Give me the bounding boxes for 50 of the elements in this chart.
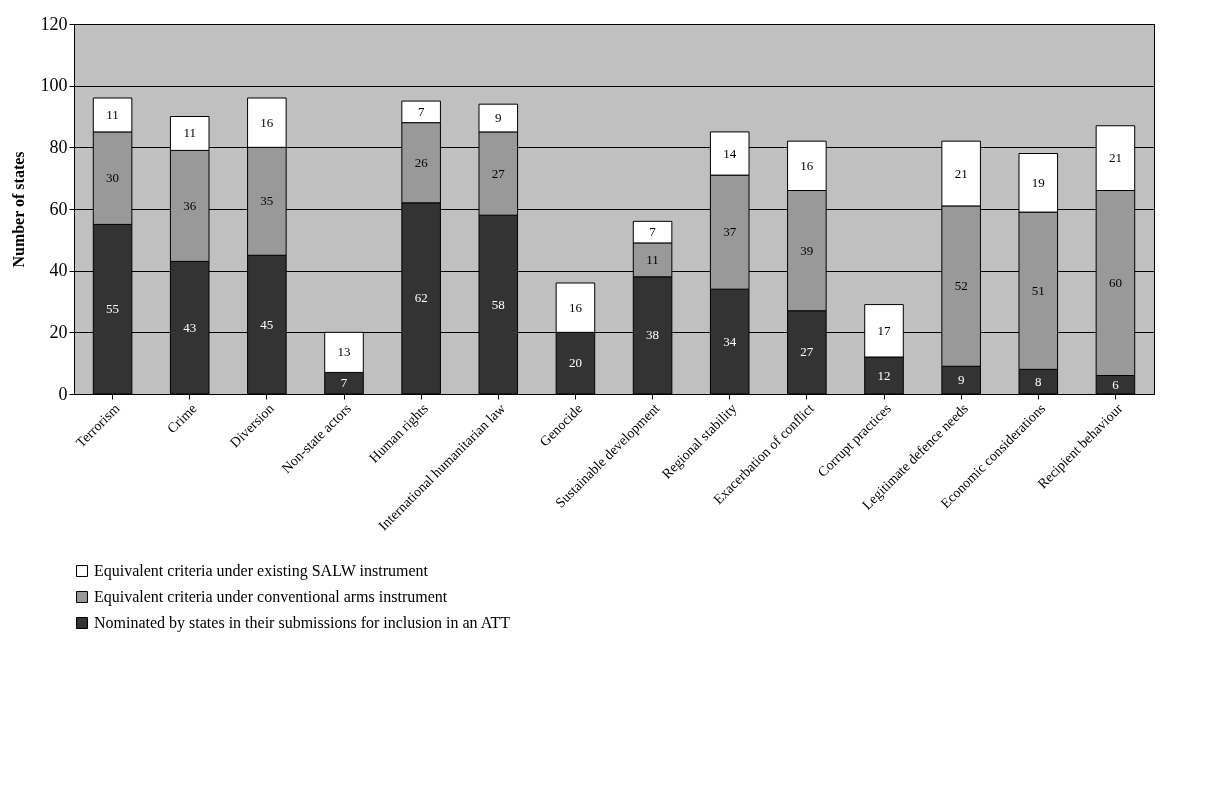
data-label: 16 <box>568 299 583 315</box>
y-tick-label: 120 <box>40 13 68 34</box>
data-label: 17 <box>877 322 891 338</box>
data-label: 9 <box>957 372 965 388</box>
data-label: 21 <box>1108 150 1122 166</box>
data-label: 8 <box>1035 373 1042 389</box>
data-label: 62 <box>414 290 428 306</box>
data-label: 55 <box>106 301 120 317</box>
data-label: 58 <box>491 296 505 312</box>
data-label: 27 <box>491 165 506 181</box>
data-label: 52 <box>954 278 968 294</box>
y-tick-label: 80 <box>49 136 68 157</box>
y-tick-label: 0 <box>58 383 68 404</box>
legend-label: Equivalent criteria under conventional arms instrument <box>94 588 448 606</box>
data-label: 14 <box>723 145 737 161</box>
y-axis-title: Number of states <box>9 151 27 268</box>
data-label: 27 <box>800 344 814 360</box>
data-label: 43 <box>183 319 197 335</box>
data-label: 38 <box>646 327 660 343</box>
data-label: 9 <box>495 110 502 126</box>
data-label: 11 <box>106 106 119 122</box>
legend-label: Equivalent criteria under existing SALW instrument <box>94 562 429 580</box>
data-label: 21 <box>954 165 968 181</box>
data-label: 26 <box>414 154 429 170</box>
data-label: 11 <box>183 125 196 141</box>
data-label: 13 <box>337 344 351 360</box>
data-label: 12 <box>877 367 891 383</box>
y-tick-label: 60 <box>49 198 68 219</box>
data-label: 16 <box>800 157 814 173</box>
data-label: 34 <box>723 333 737 349</box>
data-label: 20 <box>568 355 582 371</box>
data-label: 37 <box>723 224 737 240</box>
data-label: 35 <box>260 193 274 209</box>
data-label: 30 <box>106 170 120 186</box>
data-label: 19 <box>1031 174 1045 190</box>
data-label: 7 <box>417 103 425 119</box>
data-label: 39 <box>800 242 814 258</box>
data-label: 7 <box>649 224 657 240</box>
data-label: 45 <box>260 316 274 332</box>
y-tick-label: 20 <box>49 321 68 342</box>
y-tick-label: 40 <box>49 260 68 281</box>
data-label: 11 <box>646 251 659 267</box>
legend-label: Nominated by states in their submissions for inclusion in an ATT <box>94 614 511 632</box>
data-label: 36 <box>183 197 197 213</box>
y-tick-label: 100 <box>40 75 68 96</box>
data-label: 7 <box>340 375 348 391</box>
data-label: 6 <box>1112 376 1120 392</box>
data-label: 60 <box>1108 275 1122 290</box>
data-label: 51 <box>1031 282 1045 298</box>
data-label: 16 <box>260 114 274 130</box>
